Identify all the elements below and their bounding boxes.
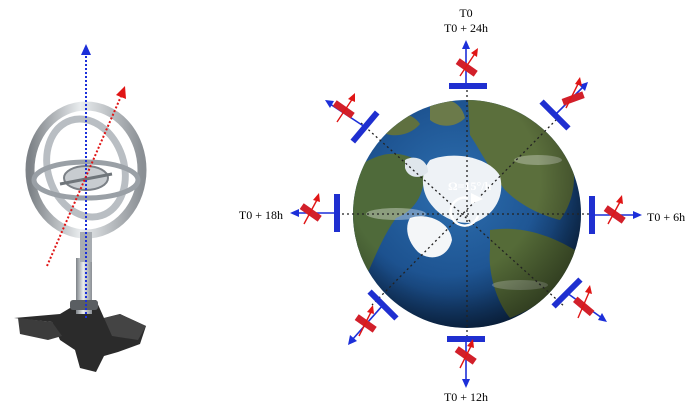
gyro-marker-top-right bbox=[539, 77, 588, 131]
time-label-top-line1: T0 bbox=[459, 6, 472, 20]
gyro-marker-left bbox=[290, 193, 340, 232]
gyro-spin-axis bbox=[46, 93, 123, 267]
rotation-arrow-icon bbox=[449, 193, 483, 227]
gyro-marker-right bbox=[589, 195, 642, 234]
time-label-right: T0 + 6h bbox=[647, 210, 685, 224]
gyro-marker-bottom bbox=[447, 336, 485, 388]
time-label-top-line2: T0 + 24h bbox=[444, 21, 488, 35]
gyro-marker-top bbox=[449, 40, 487, 89]
gyro-spin-arrowhead bbox=[116, 86, 126, 99]
gyro-marker-bottom-right bbox=[551, 277, 607, 322]
time-label-bottom: T0 + 12h bbox=[444, 390, 488, 404]
rotation-rate-label: Ω=15°/h bbox=[448, 179, 492, 193]
gyro-marker-bottom-left bbox=[348, 289, 399, 345]
guide-line-diagonal-a bbox=[360, 122, 566, 308]
gyroscope-photo bbox=[14, 44, 147, 372]
gyro-vertical-arrowhead bbox=[81, 44, 91, 55]
earth-globe-icon bbox=[353, 100, 581, 328]
time-label-left: T0 + 18h bbox=[239, 208, 283, 222]
guide-lines bbox=[342, 90, 592, 338]
gyro-marker-top-left bbox=[325, 93, 380, 144]
